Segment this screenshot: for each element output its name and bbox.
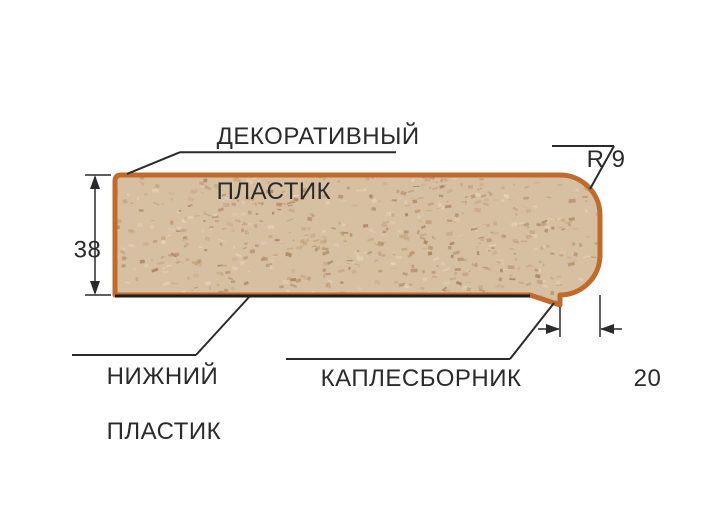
label-height-dim: 38 (45, 209, 101, 292)
label-radius: R 9 (558, 118, 626, 201)
label-height-dim-text: 38 (74, 236, 102, 263)
label-bottom-plastic: НИЖНИЙ ПЛАСТИК (78, 335, 221, 473)
label-decorative-plastic-line1: ДЕКОРАТИВНЫЙ (217, 123, 420, 150)
label-drip-collector-text: КАПЛЕСБОРНИК (321, 365, 522, 392)
dim-20-arrow-left (546, 324, 560, 334)
label-radius-text: R 9 (587, 146, 626, 173)
label-bottom-plastic-line1: НИЖНИЙ (107, 363, 219, 390)
label-bottom-plastic-line2: ПЛАСТИК (107, 418, 221, 445)
dim-38-arrow-up (90, 175, 100, 189)
leader-top-plastic-d (127, 152, 180, 174)
label-overhang-dim: 20 (605, 337, 661, 420)
label-decorative-plastic: ДЕКОРАТИВНЫЙ ПЛАСТИК (188, 95, 420, 233)
dim-20-arrow-right (600, 324, 614, 334)
label-overhang-dim-text: 20 (634, 365, 662, 392)
label-decorative-plastic-line2: ПЛАСТИК (217, 178, 331, 205)
label-drip-collector: КАПЛЕСБОРНИК (292, 337, 521, 420)
diagram-canvas: ДЕКОРАТИВНЫЙ ПЛАСТИК R 9 38 НИЖНИЙ ПЛАСТ… (0, 0, 720, 517)
